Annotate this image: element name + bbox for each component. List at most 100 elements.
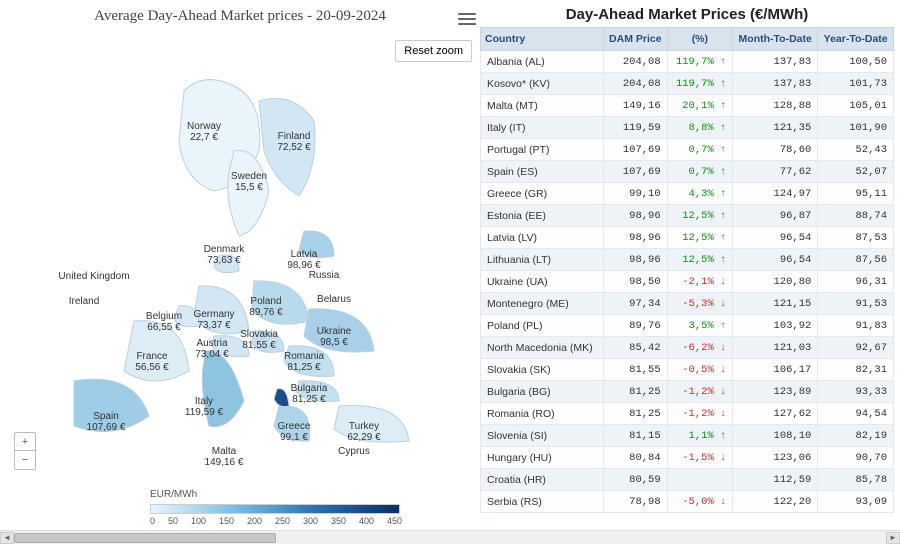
cell-country: Slovakia (SK) — [481, 359, 604, 381]
chart-menu-icon[interactable] — [458, 10, 476, 28]
cell-price: 81,25 — [603, 381, 667, 403]
table-row[interactable]: Lithuania (LT)98,9612,5% ↑96,5487,56 — [481, 249, 894, 271]
table-row[interactable]: Albania (AL)204,08119,7% ↑137,83100,50 — [481, 51, 894, 73]
table-row[interactable]: Montenegro (ME)97,34-5,3% ↓121,1591,53 — [481, 293, 894, 315]
table-row[interactable]: Greece (GR)99,104,3% ↑124,9795,11 — [481, 183, 894, 205]
cell-price: 81,15 — [603, 425, 667, 447]
map-label: Norway22,7 € — [187, 121, 221, 143]
table-row[interactable]: Slovakia (SK)81,55-0,5% ↓106,1782,31 — [481, 359, 894, 381]
table-header[interactable]: Month-To-Date — [733, 28, 818, 51]
table-row[interactable]: Poland (PL)89,763,5% ↑103,9291,83 — [481, 315, 894, 337]
scroll-left-button[interactable]: ◄ — [0, 532, 14, 544]
table-row[interactable]: Italy (IT)119,598,8% ↑121,35101,90 — [481, 117, 894, 139]
map-label: Sweden15,5 € — [231, 171, 267, 193]
cell-mtd: 137,83 — [733, 73, 818, 95]
cell-mtd: 123,06 — [733, 447, 818, 469]
cell-pct: 12,5% ↑ — [667, 249, 732, 271]
legend: EUR/MWh 050100150200250300350400450 — [150, 489, 402, 526]
table-row[interactable]: Ukraine (UA)98,50-2,1% ↓120,8096,31 — [481, 271, 894, 293]
cell-ytd: 82,31 — [818, 359, 894, 381]
zoom-controls: + − — [14, 432, 36, 470]
cell-mtd: 121,03 — [733, 337, 818, 359]
table-row[interactable]: Kosovo* (KV)204,08119,7% ↑137,83101,73 — [481, 73, 894, 95]
table-row[interactable]: Serbia (RS)78,98-5,0% ↓122,2093,09 — [481, 491, 894, 513]
table-row[interactable]: Bulgaria (BG)81,25-1,2% ↓123,8993,33 — [481, 381, 894, 403]
horizontal-scrollbar[interactable]: ◄ ► — [0, 530, 900, 544]
cell-country: Malta (MT) — [481, 95, 604, 117]
table-row[interactable]: North Macedonia (MK)85,42-6,2% ↓121,0392… — [481, 337, 894, 359]
legend-bar — [150, 504, 400, 514]
scroll-right-button[interactable]: ► — [886, 532, 900, 544]
cell-pct — [667, 469, 732, 491]
table-row[interactable]: Slovenia (SI)81,151,1% ↑108,1082,19 — [481, 425, 894, 447]
cell-country: Estonia (EE) — [481, 205, 604, 227]
table-row[interactable]: Latvia (LV)98,9612,5% ↑96,5487,53 — [481, 227, 894, 249]
map-label: Poland89,76 € — [249, 296, 282, 318]
cell-ytd: 52,43 — [818, 139, 894, 161]
cell-country: Albania (AL) — [481, 51, 604, 73]
table-row[interactable]: Hungary (HU)80,84-1,5% ↓123,0690,70 — [481, 447, 894, 469]
cell-mtd: 108,10 — [733, 425, 818, 447]
cell-pct: 0,7% ↑ — [667, 139, 732, 161]
cell-mtd: 78,60 — [733, 139, 818, 161]
map-label: Slovakia81,55 € — [240, 329, 278, 351]
map-label: Greece99,1 € — [278, 421, 311, 443]
cell-pct: -1,2% ↓ — [667, 381, 732, 403]
table-row[interactable]: Romania (RO)81,25-1,2% ↓127,6294,54 — [481, 403, 894, 425]
cell-price: 99,10 — [603, 183, 667, 205]
cell-price: 80,59 — [603, 469, 667, 491]
table-row[interactable]: Portugal (PT)107,690,7% ↑78,6052,43 — [481, 139, 894, 161]
cell-pct: 1,1% ↑ — [667, 425, 732, 447]
cell-ytd: 90,70 — [818, 447, 894, 469]
map-label: Bulgaria81,25 € — [291, 383, 328, 405]
cell-price: 149,16 — [603, 95, 667, 117]
zoom-in-button[interactable]: + — [15, 433, 35, 451]
cell-ytd: 82,19 — [818, 425, 894, 447]
cell-country: Portugal (PT) — [481, 139, 604, 161]
cell-ytd: 101,90 — [818, 117, 894, 139]
legend-tick: 100 — [191, 516, 206, 526]
cell-pct: 20,1% ↑ — [667, 95, 732, 117]
legend-tick: 300 — [303, 516, 318, 526]
map-sweden[interactable] — [228, 151, 269, 237]
cell-ytd: 87,53 — [818, 227, 894, 249]
cell-pct: 12,5% ↑ — [667, 227, 732, 249]
cell-price: 81,55 — [603, 359, 667, 381]
zoom-out-button[interactable]: − — [15, 451, 35, 469]
table-row[interactable]: Croatia (HR)80,59112,5985,78 — [481, 469, 894, 491]
cell-mtd: 121,15 — [733, 293, 818, 315]
scroll-thumb[interactable] — [14, 533, 276, 543]
table-row[interactable]: Estonia (EE)98,9612,5% ↑96,8788,74 — [481, 205, 894, 227]
cell-price: 107,69 — [603, 139, 667, 161]
table-row[interactable]: Spain (ES)107,690,7% ↑77,6252,07 — [481, 161, 894, 183]
cell-mtd: 96,54 — [733, 249, 818, 271]
cell-country: Bulgaria (BG) — [481, 381, 604, 403]
cell-ytd: 93,33 — [818, 381, 894, 403]
cell-price: 204,08 — [603, 51, 667, 73]
map-label: Germany73,37 € — [193, 309, 234, 331]
cell-pct: -1,2% ↓ — [667, 403, 732, 425]
table-row[interactable]: Malta (MT)149,1620,1% ↑128,88105,01 — [481, 95, 894, 117]
table-header[interactable]: (%) — [667, 28, 732, 51]
map-area[interactable]: Norway22,7 €Finland72,52 €Sweden15,5 €De… — [4, 31, 476, 461]
map-albania[interactable] — [274, 389, 289, 407]
cell-price: 81,25 — [603, 403, 667, 425]
table-header[interactable]: Country — [481, 28, 604, 51]
table-header[interactable]: DAM Price — [603, 28, 667, 51]
table-header[interactable]: Year-To-Date — [818, 28, 894, 51]
cell-pct: -0,5% ↓ — [667, 359, 732, 381]
cell-ytd: 96,31 — [818, 271, 894, 293]
cell-ytd: 91,83 — [818, 315, 894, 337]
cell-mtd: 127,62 — [733, 403, 818, 425]
cell-country: Ukraine (UA) — [481, 271, 604, 293]
cell-ytd: 88,74 — [818, 205, 894, 227]
map-label: Turkey62,29 € — [347, 421, 380, 443]
cell-price: 98,96 — [603, 205, 667, 227]
legend-tick: 50 — [168, 516, 178, 526]
cell-country: Slovenia (SI) — [481, 425, 604, 447]
cell-pct: -5,0% ↓ — [667, 491, 732, 513]
map-label: France56,56 € — [135, 351, 168, 373]
legend-tick: 450 — [387, 516, 402, 526]
cell-price: 80,84 — [603, 447, 667, 469]
cell-pct: -2,1% ↓ — [667, 271, 732, 293]
